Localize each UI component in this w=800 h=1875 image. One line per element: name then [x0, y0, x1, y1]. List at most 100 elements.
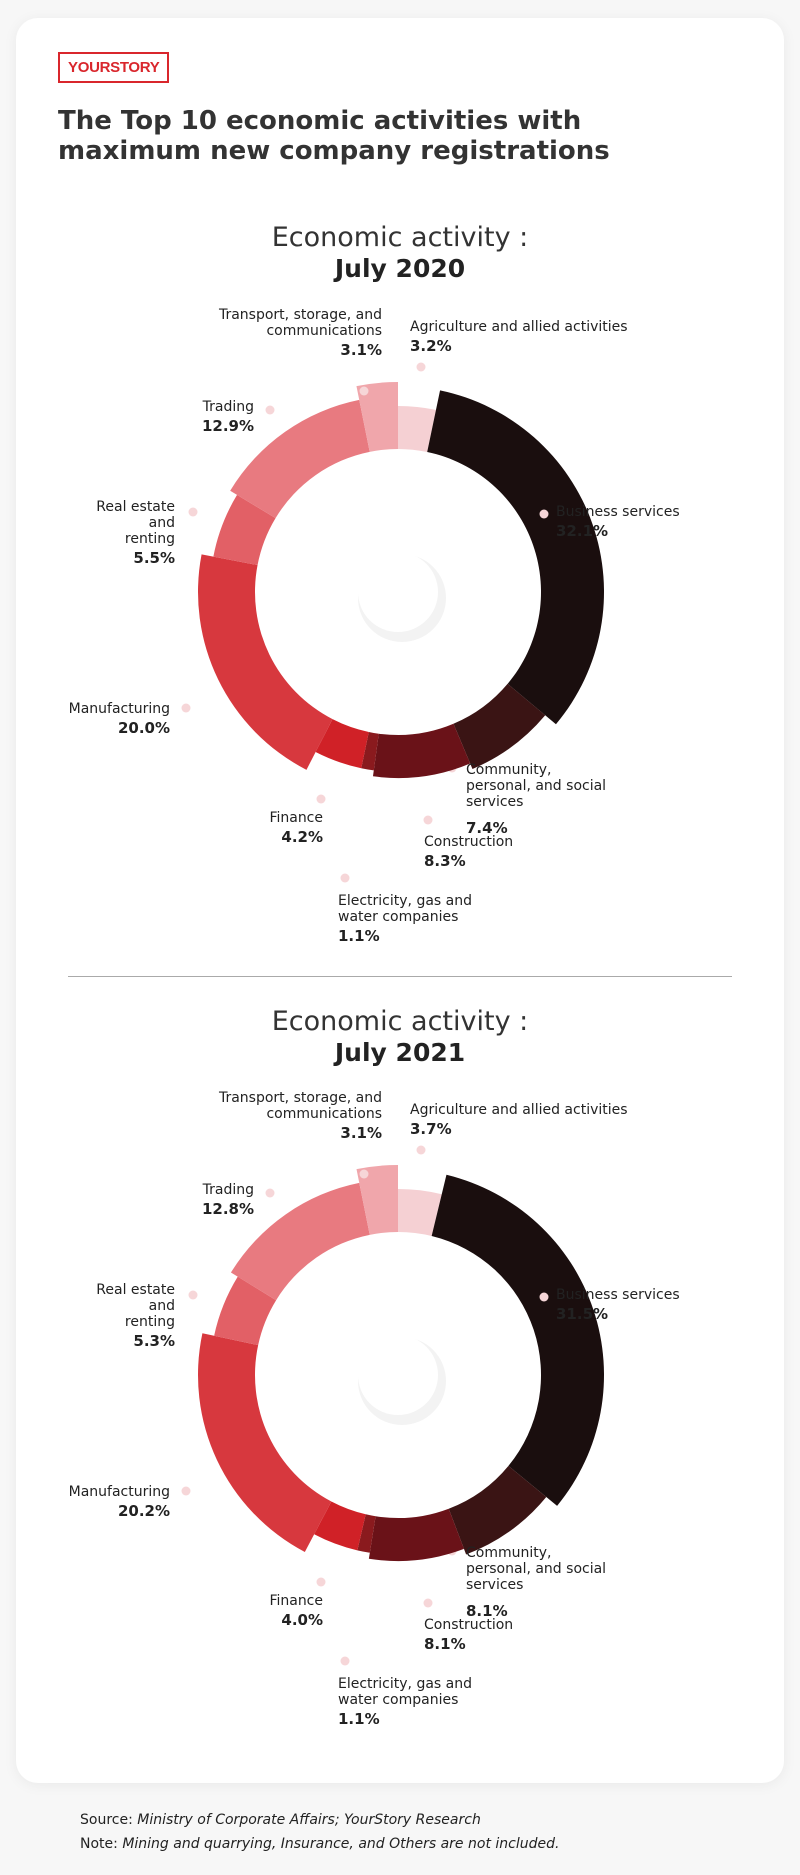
pie-slice [230, 399, 370, 519]
page-title: The Top 10 economic activities with maxi… [58, 106, 610, 166]
pie-slice [398, 406, 436, 453]
chart-title: Economic activity : [271, 222, 529, 253]
category-label: Business services [556, 504, 680, 520]
slice-label: Real estate and renting 5.3% [95, 1282, 175, 1349]
pie-slice [427, 390, 604, 725]
label-dot [340, 873, 350, 883]
pie-slice [314, 1501, 366, 1551]
value-label: 3.2% [410, 337, 452, 355]
category-label: Finance [269, 810, 323, 826]
category-label: Transport, storage, and communications [218, 307, 382, 339]
pie-slice [198, 1333, 332, 1552]
label-dot [340, 1656, 350, 1666]
slice-label: Agriculture and allied activities 3.2% [410, 319, 628, 354]
slice-label: Agriculture and allied activities 3.7% [410, 1102, 628, 1137]
category-label: Construction [424, 834, 514, 850]
value-label: 31.5% [556, 1305, 609, 1323]
pie-slice [356, 1165, 398, 1235]
pie-slice [197, 554, 333, 770]
slice-label: Trading 12.8% [202, 1182, 254, 1217]
slice-label: Business services 32.1% [556, 504, 680, 539]
pie-slice [372, 723, 471, 778]
category-label: Community, personal, and social services [466, 1545, 607, 1593]
category-label: Agriculture and allied activities [410, 1102, 628, 1118]
slice-label: Manufacturing 20.2% [69, 1484, 170, 1519]
label-dot [359, 386, 369, 396]
pie-slice [356, 382, 398, 452]
value-label: 5.5% [133, 549, 175, 567]
card [16, 18, 784, 1783]
slice-label: Finance 4.0% [269, 1593, 323, 1628]
label-dot [539, 1292, 549, 1302]
category-label: Electricity, gas and water companies [338, 893, 472, 925]
category-label: Community, personal, and social services [466, 762, 607, 810]
brand-logo: YOURSTORY [58, 52, 170, 83]
slice-label: Electricity, gas and water companies 1.1% [338, 1676, 478, 1727]
value-label: 12.8% [201, 1200, 254, 1218]
pie-slice [361, 731, 379, 771]
slice-label: Community, personal, and social services… [466, 1545, 616, 1619]
category-label: Business services [556, 1287, 680, 1303]
pie-slice [357, 1514, 376, 1553]
label-dot [423, 815, 433, 825]
note-text: Mining and quarrying, Insurance, and Oth… [122, 1836, 560, 1852]
value-label: 4.0% [281, 1611, 323, 1629]
source: Source: Ministry of Corporate Affairs; Y… [80, 1812, 481, 1828]
label-dot [188, 1290, 198, 1300]
slice-label: Construction 8.1% [424, 1617, 513, 1652]
slice-label: Business services 31.5% [556, 1287, 680, 1322]
value-label: 3.1% [340, 341, 382, 359]
pie-slice [448, 1465, 547, 1555]
label-dot [416, 1145, 426, 1155]
center-hole [358, 1335, 438, 1415]
label-dot [416, 362, 426, 372]
slice-label: Trading 12.9% [202, 399, 254, 434]
category-label: Electricity, gas and water companies [338, 1676, 472, 1708]
pie-slice [398, 1189, 442, 1237]
value-label: 8.1% [466, 1602, 508, 1620]
value-label: 1.1% [338, 927, 380, 945]
chart-subtitle: July 2020 [334, 254, 466, 283]
label-dot [265, 1188, 275, 1198]
pie-slice [315, 719, 369, 769]
value-label: 8.1% [424, 1635, 466, 1653]
pie-slice [214, 1276, 277, 1346]
category-label: Trading [202, 399, 254, 415]
label-dot [359, 1169, 369, 1179]
slice-label: Community, personal, and social services… [466, 762, 616, 836]
slice-label: Finance 4.2% [269, 810, 323, 845]
category-label: Manufacturing [68, 1484, 170, 1500]
pie-slice [213, 494, 276, 566]
value-label: 12.9% [201, 417, 254, 435]
label-dot [539, 509, 549, 519]
value-label: 4.2% [281, 828, 323, 846]
pie-slice [453, 683, 546, 769]
note-label: Note: [80, 1836, 118, 1852]
value-label: 8.3% [424, 852, 466, 870]
value-label: 3.7% [410, 1120, 452, 1138]
label-dot [316, 794, 326, 804]
slice-label: Electricity, gas and water companies 1.1% [338, 893, 478, 944]
slice-label: Transport, storage, and communications 3.… [217, 307, 382, 358]
slice-label: Manufacturing 20.0% [69, 701, 170, 736]
pie-slice [431, 1174, 604, 1506]
center-hole [358, 552, 438, 632]
category-label: Construction [424, 1617, 514, 1633]
category-label: Finance [269, 1593, 323, 1609]
slice-label: Construction 8.3% [424, 834, 513, 869]
label-dot [181, 703, 191, 713]
value-label: 32.1% [556, 522, 609, 540]
divider [68, 976, 732, 977]
pie-slice [368, 1508, 464, 1562]
category-label: Agriculture and allied activities [410, 319, 628, 335]
label-dot [316, 1577, 326, 1587]
label-dot [423, 1598, 433, 1608]
value-label: 5.3% [133, 1332, 175, 1350]
chart-title: Economic activity : [271, 1006, 529, 1037]
source-label: Source: [80, 1812, 133, 1828]
note: Note: Mining and quarrying, Insurance, a… [80, 1836, 559, 1852]
value-label: 20.2% [117, 1502, 170, 1520]
label-dot [188, 507, 198, 517]
